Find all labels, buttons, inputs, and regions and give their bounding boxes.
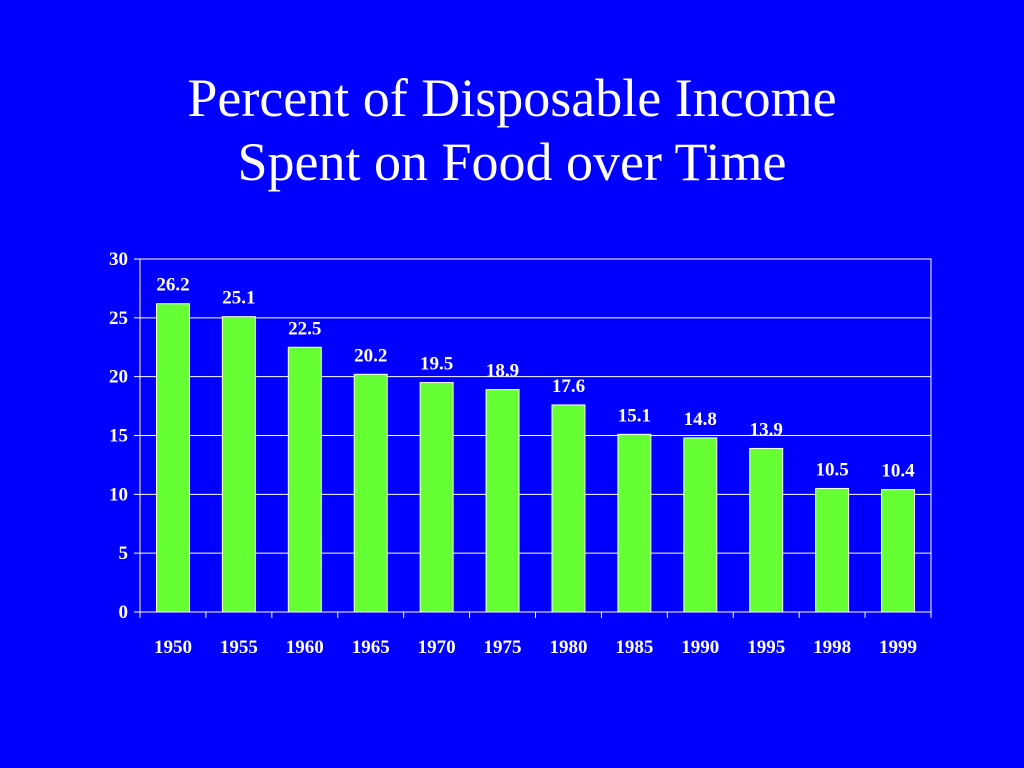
slide-title: Percent of Disposable Income Spent on Fo… [0, 66, 1024, 194]
axes [134, 258, 932, 618]
data-label-1960: 22.5 [288, 318, 321, 339]
y-tick-label: 10 [109, 484, 128, 505]
data-label-1975: 18.9 [486, 361, 519, 382]
y-tick-label: 0 [119, 602, 129, 623]
bar-1995 [749, 447, 784, 613]
bar-1999 [881, 489, 916, 613]
bar-1955 [221, 316, 256, 613]
y-tick-label: 15 [109, 426, 128, 447]
x-tick-label-1965: 1965 [352, 637, 390, 658]
y-tick-label: 30 [109, 249, 128, 270]
bars [155, 303, 916, 613]
bar-1975 [485, 389, 520, 613]
data-label-1999: 10.4 [881, 461, 915, 482]
data-label-1955: 25.1 [222, 288, 255, 309]
x-tick-label-1970: 1970 [418, 637, 456, 658]
data-label-1980: 17.6 [552, 376, 585, 397]
data-label-1985: 15.1 [618, 405, 651, 426]
title-line-2: Spent on Food over Time [237, 132, 787, 192]
bar-1950 [155, 303, 190, 613]
x-tick-label-1975: 1975 [484, 637, 522, 658]
x-tick-label-1985: 1985 [615, 637, 653, 658]
x-tick-label-1955: 1955 [220, 637, 258, 658]
x-tick-label-1995: 1995 [747, 637, 785, 658]
y-tick-label: 20 [109, 367, 128, 388]
bar-1960 [287, 346, 322, 613]
bar-1965 [353, 373, 388, 613]
data-label-1990: 14.8 [684, 409, 717, 430]
bar-1980 [551, 404, 586, 613]
gridlines [139, 258, 932, 613]
bar-1990 [683, 437, 718, 613]
x-tick-label-1990: 1990 [681, 637, 719, 658]
x-tick-label-1960: 1960 [286, 637, 324, 658]
data-label-1995: 13.9 [750, 419, 783, 440]
bar-1998 [815, 487, 850, 613]
x-tick-label-1950: 1950 [154, 637, 192, 658]
y-tick-label: 5 [119, 543, 129, 564]
x-tick-label-1999: 1999 [879, 637, 917, 658]
bar-1970 [419, 382, 454, 613]
data-label-1970: 19.5 [420, 354, 453, 375]
x-tick-label-1980: 1980 [549, 637, 587, 658]
title-line-1: Percent of Disposable Income [187, 68, 837, 128]
bar-1985 [617, 433, 652, 613]
data-label-1950: 26.2 [156, 275, 189, 296]
data-label-1998: 10.5 [816, 459, 849, 480]
data-label-1965: 20.2 [354, 345, 387, 366]
y-tick-label: 25 [109, 308, 128, 329]
labels: 0 5 10 15 20 25 30 26.2 1950 25.1 1955 22.5 1960 20.2… [109, 249, 917, 658]
x-tick-label-1998: 1998 [813, 637, 851, 658]
